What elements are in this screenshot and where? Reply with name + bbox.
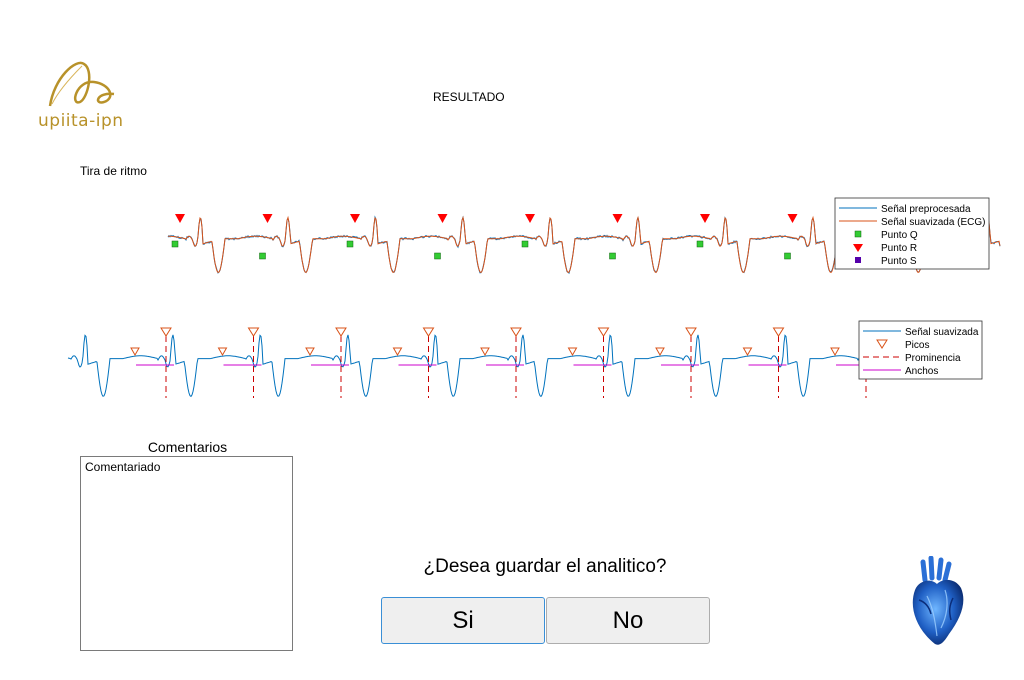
- q-point-marker: [785, 253, 791, 259]
- r-point-marker: [350, 214, 360, 223]
- q-point-marker: [435, 253, 441, 259]
- r-point-marker: [175, 214, 185, 223]
- page-title: RESULTADO: [433, 90, 505, 104]
- q-point-marker: [347, 241, 353, 247]
- peak-marker: [599, 328, 609, 336]
- r-point-marker: [438, 214, 448, 223]
- peak-marker: [511, 328, 521, 336]
- q-point-marker: [610, 253, 616, 259]
- peak-marker: [831, 348, 839, 355]
- svg-text:Picos: Picos: [905, 340, 929, 351]
- ecg-qrs-plot: Señal preprocesada Señal suavizada (ECG)…: [160, 195, 1005, 285]
- smoothed-signal-line: [68, 335, 880, 397]
- peak-marker: [249, 328, 259, 336]
- q-point-marker: [260, 253, 266, 259]
- r-point-marker: [788, 214, 798, 223]
- r-point-marker: [700, 214, 710, 223]
- anatomical-heart-icon: [905, 556, 971, 648]
- peak-marker: [656, 348, 664, 355]
- svg-text:Anchos: Anchos: [905, 366, 938, 377]
- peak-marker: [306, 348, 314, 355]
- svg-text:Señal suavizada: Señal suavizada: [905, 327, 979, 338]
- q-point-marker: [172, 241, 178, 247]
- r-point-marker: [263, 214, 273, 223]
- svg-text:Prominencia: Prominencia: [905, 353, 961, 364]
- svg-text:Punto R: Punto R: [881, 243, 917, 254]
- ecg-legend: Señal preprocesada Señal suavizada (ECG)…: [835, 198, 989, 269]
- q-point-marker: [522, 241, 528, 247]
- peak-marker: [161, 328, 171, 336]
- peak-marker: [481, 348, 489, 355]
- save-question: ¿Desea guardar el analitico?: [380, 556, 710, 578]
- peak-marker: [131, 348, 139, 355]
- peak-marker: [744, 348, 752, 355]
- peak-marker: [219, 348, 227, 355]
- upiita-logo-icon: [36, 58, 136, 114]
- r-point-marker: [525, 214, 535, 223]
- svg-text:Punto Q: Punto Q: [881, 230, 918, 241]
- peak-marker: [394, 348, 402, 355]
- q-point-marker: [697, 241, 703, 247]
- r-point-marker: [613, 214, 623, 223]
- ecg-peaks-plot: Señal suavizada Picos Prominencia Anchos: [60, 318, 985, 408]
- rhythm-strip-label: Tira de ritmo: [80, 164, 147, 178]
- svg-text:Señal suavizada (ECG): Señal suavizada (ECG): [881, 217, 986, 228]
- peak-marker: [774, 328, 784, 336]
- comments-title: Comentarios: [80, 439, 295, 455]
- peak-marker: [424, 328, 434, 336]
- peak-marker: [336, 328, 346, 336]
- yes-button[interactable]: Si: [381, 597, 545, 644]
- no-button[interactable]: No: [546, 597, 710, 644]
- svg-text:Señal preprocesada: Señal preprocesada: [881, 204, 971, 215]
- peaks-plot-area: [68, 328, 880, 398]
- peaks-legend: Señal suavizada Picos Prominencia Anchos: [859, 321, 982, 379]
- peak-marker: [569, 348, 577, 355]
- logo-text: upiita-ipn: [38, 111, 124, 131]
- svg-text:Punto S: Punto S: [881, 256, 917, 267]
- upiita-logo: upiita-ipn: [36, 58, 136, 134]
- comments-textarea[interactable]: [80, 456, 293, 651]
- peak-marker: [686, 328, 696, 336]
